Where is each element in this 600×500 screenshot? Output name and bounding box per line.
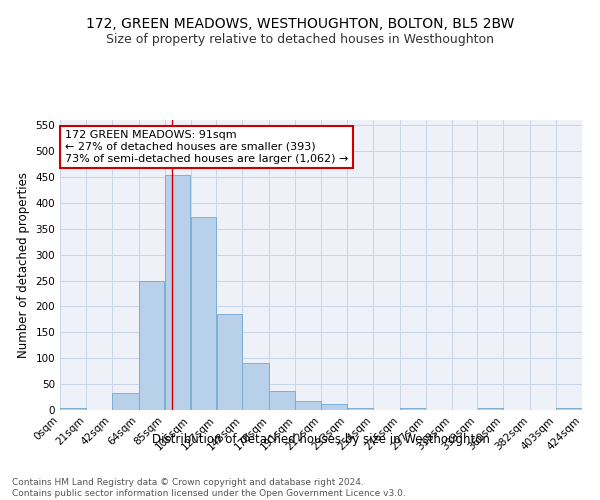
Text: Size of property relative to detached houses in Westhoughton: Size of property relative to detached ho… (106, 32, 494, 46)
Bar (191, 217, 216, 410)
Bar (139, 280, 164, 410)
Bar (321, 404, 347, 410)
Text: Contains HM Land Registry data © Crown copyright and database right 2024.
Contai: Contains HM Land Registry data © Crown c… (12, 478, 406, 498)
Bar (269, 391, 295, 410)
Bar (400, 408, 425, 410)
Y-axis label: Number of detached properties: Number of detached properties (17, 172, 30, 358)
Text: 172, GREEN MEADOWS, WESTHOUGHTON, BOLTON, BL5 2BW: 172, GREEN MEADOWS, WESTHOUGHTON, BOLTON… (86, 18, 514, 32)
Bar (217, 314, 242, 410)
Text: Distribution of detached houses by size in Westhoughton: Distribution of detached houses by size … (152, 432, 490, 446)
Bar (112, 393, 139, 410)
Bar (60, 408, 86, 410)
Bar (556, 408, 582, 410)
Bar (347, 408, 373, 410)
Bar (478, 408, 503, 410)
Text: 172 GREEN MEADOWS: 91sqm
← 27% of detached houses are smaller (393)
73% of semi-: 172 GREEN MEADOWS: 91sqm ← 27% of detach… (65, 130, 348, 164)
Bar (165, 176, 190, 410)
Bar (295, 400, 321, 410)
Bar (242, 364, 269, 410)
